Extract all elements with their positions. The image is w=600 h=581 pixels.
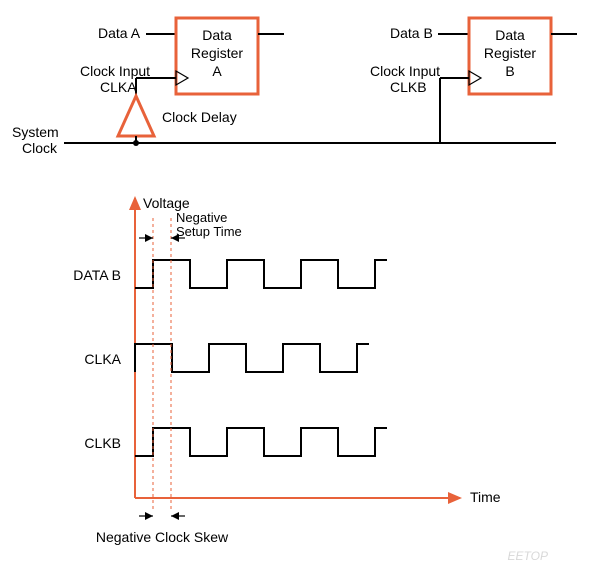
label-data-b: Data B [390,25,433,41]
label-time: Time [470,489,501,505]
label-voltage: Voltage [143,195,190,211]
clock-delay-buffer [118,96,154,136]
label-data-a: Data A [98,25,141,41]
reg-a-text2: Register [191,45,243,61]
reg-b-text3: B [505,63,514,79]
y-axis-arrow [129,196,141,210]
label-row-1: CLKA [84,351,121,367]
label-clkin-b2: CLKB [390,79,427,95]
watermark: EETOP [508,549,548,563]
label-neg-setup2: Setup Time [176,224,242,239]
label-neg-skew: Negative Clock Skew [96,529,229,545]
reg-a-text3: A [212,63,222,79]
label-sysclk2: Clock [22,140,58,156]
reg-b-text1: Data [495,27,525,43]
x-axis-arrow [448,492,462,504]
reg-a-text1: Data [202,27,232,43]
reg-b-text2: Register [484,45,536,61]
label-sysclk1: System [12,124,59,140]
label-clkin-a2: CLKA [100,79,137,95]
label-row-2: CLKB [84,435,121,451]
label-clock-delay: Clock Delay [162,109,237,125]
label-clkin-a1: Clock Input [80,63,150,79]
label-clkin-b1: Clock Input [370,63,440,79]
label-row-0: DATA B [73,267,121,283]
label-neg-setup1: Negative [176,210,227,225]
